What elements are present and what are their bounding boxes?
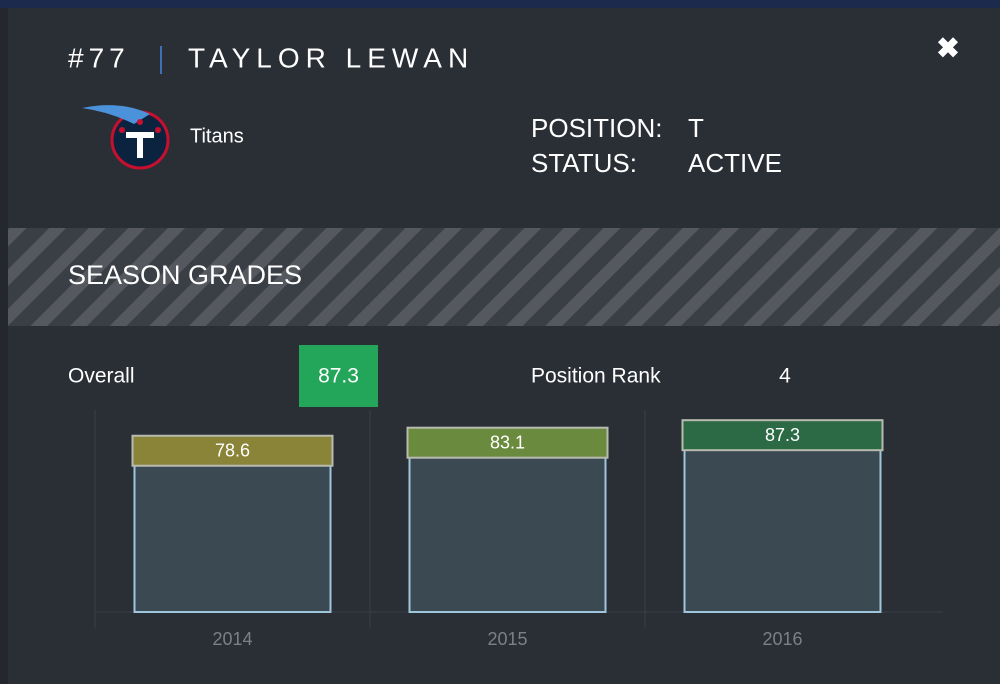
bar <box>133 462 332 614</box>
section-title: SEASON GRADES <box>68 260 302 290</box>
top-strip <box>0 0 1000 8</box>
team-logo <box>82 105 170 170</box>
left-edge <box>0 8 8 684</box>
bar-value-label: 78.6 <box>215 440 250 460</box>
bar <box>408 454 607 614</box>
close-button[interactable]: ✖ <box>936 32 959 63</box>
bar-cap <box>406 426 609 459</box>
grades-chart: 2014 78.6 2015 83.1 2016 87.3 <box>94 410 943 649</box>
bar-cap <box>681 419 884 452</box>
rank-value: 4 <box>779 365 791 388</box>
player-name: TAYLOR LEWAN <box>188 42 474 73</box>
player-number: #77 <box>68 42 130 73</box>
overall-badge <box>299 345 378 407</box>
bar-value-label: 87.3 <box>765 425 800 445</box>
rank-label: Position Rank <box>531 365 661 388</box>
x-tick-label: 2014 <box>212 629 252 649</box>
position-label: POSITION: <box>531 113 662 143</box>
section-banner <box>8 228 1000 326</box>
bar-cap <box>131 434 334 467</box>
team-name: Titans <box>190 125 244 147</box>
overall-value: 87.3 <box>318 365 359 388</box>
x-tick-label: 2015 <box>487 629 527 649</box>
status-value: ACTIVE <box>688 148 782 178</box>
position-value: T <box>688 113 704 143</box>
overall-label: Overall <box>68 365 135 388</box>
x-tick-label: 2016 <box>762 629 802 649</box>
status-label: STATUS: <box>531 148 637 178</box>
bar <box>683 447 882 614</box>
bar-value-label: 83.1 <box>490 432 525 452</box>
